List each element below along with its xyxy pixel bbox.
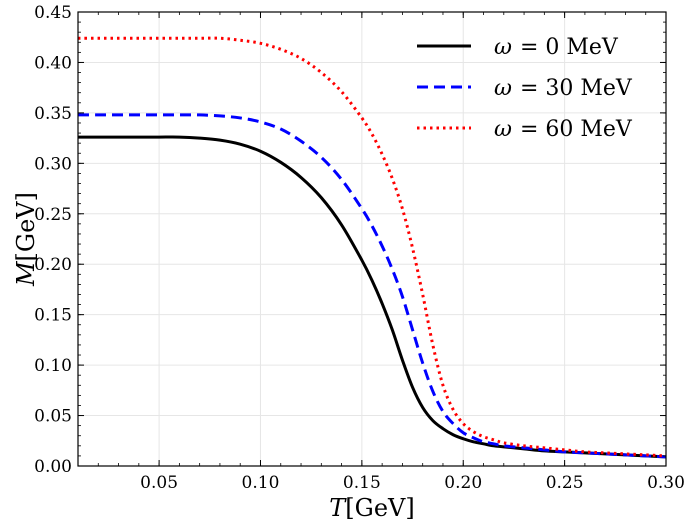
x-tick-label: 0.10 <box>242 473 280 493</box>
y-axis-label: M[GeV] <box>12 192 40 287</box>
y-tick-label: 0.40 <box>34 53 72 73</box>
x-tick-label: 0.15 <box>343 473 381 493</box>
series-line-60-mev <box>78 36 666 458</box>
legend-label-omega-0: ω = 0 MeV <box>494 35 619 60</box>
x-axis-symbol: T <box>329 494 347 522</box>
y-tick-label: 0.05 <box>34 407 72 427</box>
y-axis-symbol: M <box>12 260 40 287</box>
y-tick-label: 0.15 <box>34 306 72 326</box>
x-tick-label: 0.20 <box>444 473 482 493</box>
axis-ticks <box>77 11 667 467</box>
x-tick-labels: 0.05 0.10 0.15 0.20 0.25 0.30 <box>140 473 685 493</box>
y-tick-label: 0.35 <box>34 104 72 124</box>
series-group <box>78 36 666 459</box>
x-axis-label: T[GeV] <box>329 494 414 522</box>
legend-entry-omega-30: ω = 30 MeV <box>417 76 633 101</box>
x-tick-label: 0.25 <box>546 473 584 493</box>
y-axis-unit: [GeV] <box>12 192 40 261</box>
x-tick-label: 0.05 <box>140 473 178 493</box>
legend-entry-omega-60: ω = 60 MeV <box>417 117 633 142</box>
series-line-0-mev <box>78 135 666 459</box>
y-tick-label: 0.20 <box>34 255 72 275</box>
y-tick-label: 0.45 <box>34 3 72 23</box>
series-line-30-mev <box>78 113 666 459</box>
y-tick-label: 0.30 <box>34 154 72 174</box>
legend-label-omega-60: ω = 60 MeV <box>494 117 633 142</box>
x-axis-unit: [GeV] <box>345 494 414 522</box>
y-tick-labels: 0.00 0.05 0.10 0.15 0.20 0.25 0.30 0.35 0.40 0.45 <box>34 3 72 477</box>
legend-label-omega-30: ω = 30 MeV <box>494 76 633 101</box>
legend-entry-omega-0: ω = 0 MeV <box>417 35 619 60</box>
y-tick-label: 0.25 <box>34 205 72 225</box>
legend: ω = 0 MeV ω = 30 MeV ω = 60 MeV <box>417 35 633 142</box>
plot-frame <box>77 11 667 467</box>
x-tick-label: 0.30 <box>647 473 685 493</box>
y-tick-label: 0.00 <box>34 457 72 477</box>
y-tick-label: 0.10 <box>34 356 72 376</box>
